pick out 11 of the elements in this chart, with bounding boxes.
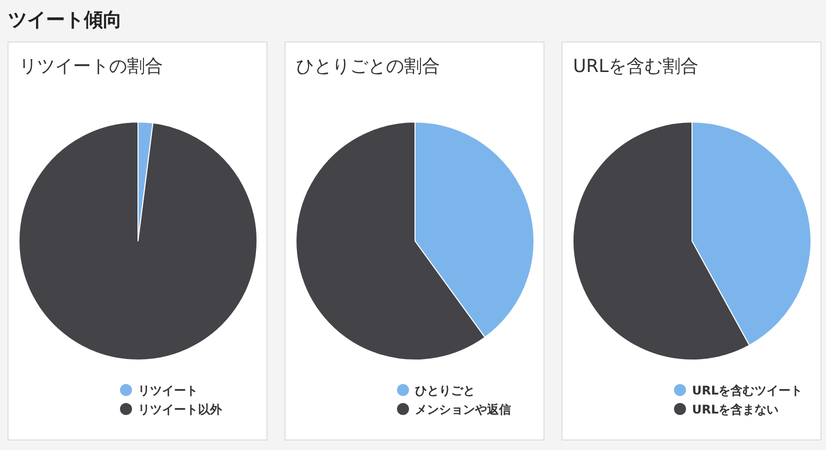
legend-label: URLを含まない: [692, 402, 779, 416]
legend-label: リツイート: [138, 384, 198, 398]
legend-label: メンションや返信: [415, 402, 511, 416]
text: ツイート傾向: [8, 9, 122, 31]
legend-label: リツイート以外: [138, 402, 223, 416]
pie-slice: [18, 122, 258, 360]
chart-title: リツイートの割合: [19, 56, 163, 77]
legend-label: ひとりごと: [415, 384, 475, 398]
chart-title: URLを含む割合: [573, 56, 699, 77]
chart-title: ひとりごとの割合: [296, 56, 440, 77]
legend-label: URLを含むツイート: [692, 384, 803, 398]
